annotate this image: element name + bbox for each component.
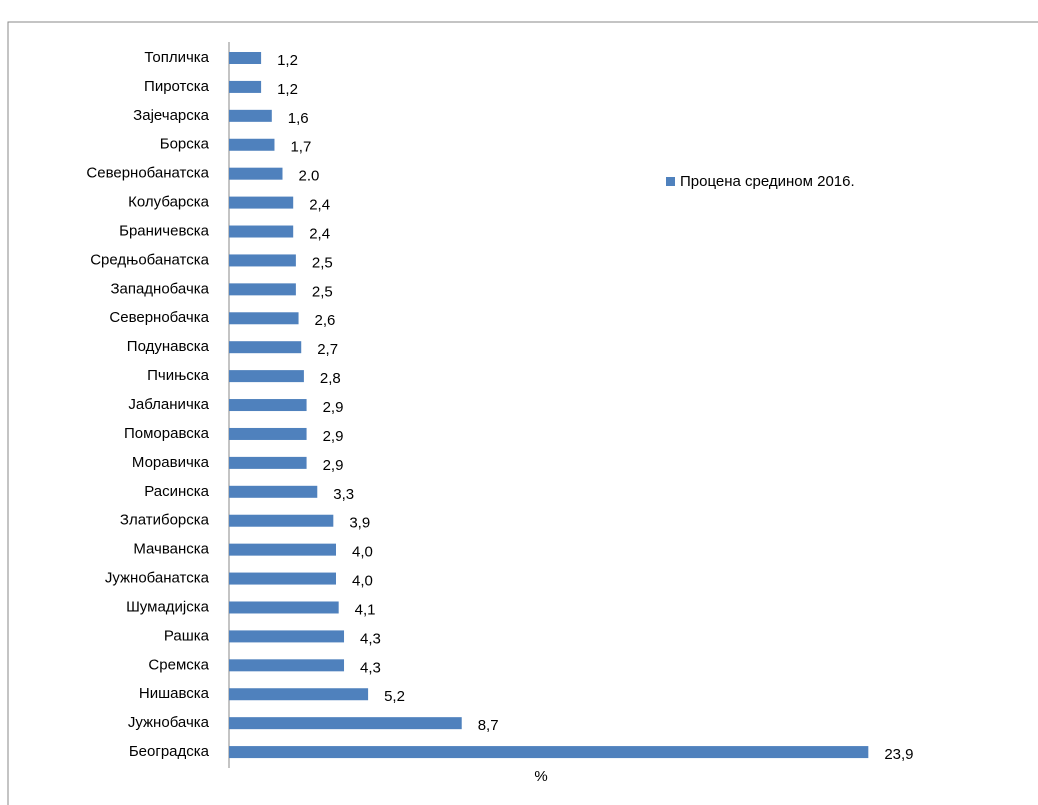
y-tick-label: Јужнобачка xyxy=(128,714,210,731)
y-tick-label: Мачванска xyxy=(133,541,209,558)
bar xyxy=(229,196,294,209)
value-label: 2,5 xyxy=(312,254,333,271)
y-tick-label: Колубарска xyxy=(128,194,209,211)
bar xyxy=(229,399,307,412)
value-label: 3,9 xyxy=(349,515,370,532)
bar xyxy=(229,80,262,93)
value-label: 23,9 xyxy=(884,746,913,763)
y-tick-label: Јужнобанатска xyxy=(105,570,210,587)
y-tick-label: Браничевска xyxy=(119,222,210,239)
bar xyxy=(229,717,462,730)
bar xyxy=(229,427,307,440)
y-tick-label: Поморавска xyxy=(124,425,210,442)
y-tick-label: Подунавска xyxy=(127,338,210,355)
bar xyxy=(229,746,869,759)
bar xyxy=(229,167,283,180)
y-tick-label: Пчињска xyxy=(147,367,210,384)
value-label: 2,9 xyxy=(323,428,344,445)
bar xyxy=(229,659,345,672)
value-label: 2,5 xyxy=(312,283,333,300)
bar xyxy=(229,485,318,498)
y-tick-label: Зајечарска xyxy=(133,107,209,124)
y-tick-label: Севернобачка xyxy=(109,309,209,326)
y-tick-label: Београдска xyxy=(129,743,210,760)
value-label: 4,3 xyxy=(360,630,381,647)
x-axis-label: % xyxy=(534,768,547,785)
value-label: 2.0 xyxy=(299,168,320,185)
value-label: 1,7 xyxy=(290,139,311,156)
bar xyxy=(229,514,334,527)
value-label: 1,6 xyxy=(288,110,309,127)
bar xyxy=(229,254,296,267)
y-tick-label: Севернобанатска xyxy=(86,165,209,182)
value-label: 2,7 xyxy=(317,341,338,358)
bar xyxy=(229,572,336,585)
y-tick-label: Јабланичка xyxy=(128,396,209,413)
bar xyxy=(229,109,272,122)
y-tick-label: Западнобачка xyxy=(110,280,209,297)
value-label: 2,9 xyxy=(323,457,344,474)
value-label: 3,3 xyxy=(333,486,354,503)
y-tick-label: Моравичка xyxy=(132,454,210,471)
bar xyxy=(229,312,299,325)
y-tick-label: Нишавска xyxy=(139,685,210,702)
value-label: 2,8 xyxy=(320,370,341,387)
bar xyxy=(229,601,339,614)
bar xyxy=(229,283,296,296)
bar xyxy=(229,543,336,556)
legend-swatch xyxy=(666,177,675,186)
legend-label: Процена средином 2016. xyxy=(680,173,855,190)
value-label: 2,4 xyxy=(309,225,330,242)
value-label: 1,2 xyxy=(277,52,298,69)
y-tick-label: Топличка xyxy=(144,49,209,66)
y-tick-label: Пиротска xyxy=(144,78,210,95)
value-label: 4,3 xyxy=(360,659,381,676)
bar xyxy=(229,225,294,238)
bar xyxy=(229,370,304,383)
value-label: 4,0 xyxy=(352,573,373,590)
chart-frame xyxy=(7,21,1038,805)
y-tick-label: Златиборска xyxy=(120,512,210,529)
y-tick-label: Расинска xyxy=(144,483,209,500)
value-label: 1,2 xyxy=(277,81,298,98)
value-label: 4,0 xyxy=(352,544,373,561)
value-label: 2,6 xyxy=(315,312,336,329)
bar xyxy=(229,630,345,643)
value-label: 8,7 xyxy=(478,717,499,734)
y-tick-label: Рашка xyxy=(164,627,210,644)
bar xyxy=(229,341,302,354)
y-tick-label: Сремска xyxy=(148,656,209,673)
value-label: 2,4 xyxy=(309,197,330,214)
value-label: 2,9 xyxy=(323,399,344,416)
y-tick-label: Борска xyxy=(160,136,210,153)
value-label: 5,2 xyxy=(384,688,405,705)
bar xyxy=(229,52,262,64)
value-label: 4,1 xyxy=(355,601,376,618)
y-tick-label: Средњобанатска xyxy=(90,251,209,268)
bar xyxy=(229,456,307,469)
y-tick-label: Шумадијска xyxy=(126,598,210,615)
bar xyxy=(229,138,275,151)
bar xyxy=(229,688,369,701)
